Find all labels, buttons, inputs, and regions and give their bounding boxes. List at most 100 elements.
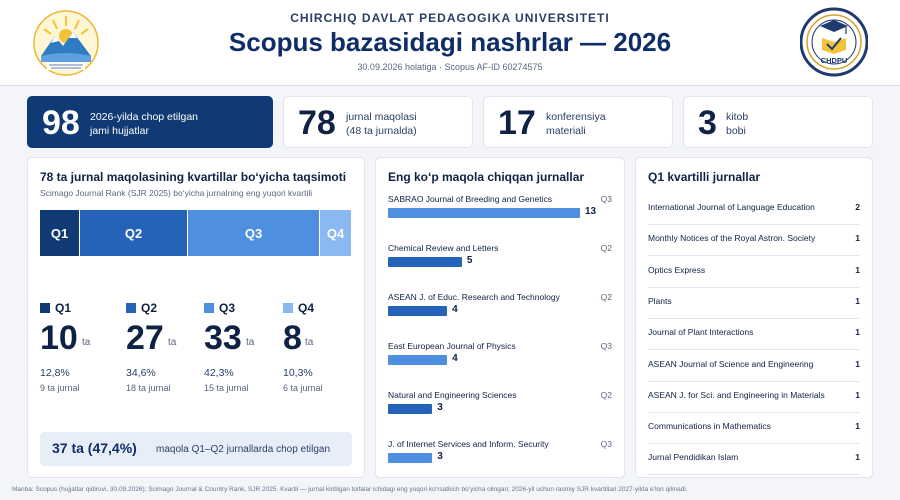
summary-value: 37 ta (47,4%)	[52, 440, 137, 456]
top-journals-card: Eng ko‘p maqola chiqqan jurnallar SABRAO…	[375, 157, 625, 478]
kpi-journal-articles: 78 jurnal maqolasi (48 ta jurnalda)	[283, 96, 473, 148]
page-title: Scopus bazasidagi nashrlar — 2026	[228, 27, 672, 57]
q1-journal-row: ASEAN J. for Sci. and Engineering in Mat…	[648, 382, 860, 413]
journal-count: 3	[437, 451, 443, 462]
card-title: Q1 kvartilli jurnallar	[648, 170, 761, 184]
journal-count-bar	[388, 404, 433, 414]
quartile-count: 27	[126, 319, 164, 357]
journal-quartile: Q2	[600, 243, 612, 253]
journal-count: 1	[855, 233, 860, 244]
card-title: 78 ta jurnal maqolasining kvartillar bo‘…	[40, 170, 347, 184]
quartile-percent: 42,3%	[204, 367, 234, 379]
journal-name: Plants	[648, 295, 672, 306]
journal-quartile: Q2	[600, 292, 612, 302]
quartile-label: Q2	[141, 301, 158, 315]
kpi-label: 2026-yilda chop etilgan jami hujjatlar	[90, 111, 198, 137]
quartile-count: 8	[283, 319, 302, 357]
q1-journal-row: Communications in Mathematics 1	[648, 413, 860, 445]
journal-name: Natural and Engineering Sciences	[388, 390, 517, 400]
summary-text: maqola Q1–Q2 jurnallarda chop etilgan	[156, 444, 330, 455]
quartile-bar-segment-q4: Q4	[320, 210, 351, 256]
kpi-value: 17	[498, 104, 536, 142]
quartile-journal-count: 15 ta jurnal	[204, 383, 249, 393]
journal-count: 4	[452, 353, 458, 364]
quartile-bar-segment-q2: Q2	[80, 210, 187, 256]
journal-count-bar	[388, 208, 580, 218]
page-header: CHIRCHIQ DAVLAT PEDAGOGIKA UNIVERSITETI …	[0, 0, 900, 86]
journal-name: Communications in Mathematics	[648, 421, 771, 432]
count-unit: ta	[305, 337, 314, 348]
journal-count: 4	[452, 304, 458, 315]
journal-quartile: Q3	[600, 341, 612, 351]
journal-name: ASEAN J. of Educ. Research and Technolog…	[388, 292, 560, 302]
q1-journal-row: ASEAN Journal of Science and Engineering…	[648, 351, 860, 382]
q1-journal-row: International Journal of Language Educat…	[648, 194, 860, 225]
quartile-journal-count: 6 ta jurnal	[283, 383, 323, 393]
journal-name: International Journal of Language Educat…	[648, 202, 815, 212]
kpi-value: 98	[42, 104, 80, 142]
quartile-count: 10	[40, 319, 78, 357]
quartile-percent: 10,3%	[283, 367, 313, 379]
university-name: CHIRCHIQ DAVLAT PEDAGOGIKA UNIVERSITETI	[290, 11, 610, 25]
kpi-book-chapters: 3 kitob bobi	[683, 96, 873, 148]
q1-journal-row: Monthly Notices of the Royal Astron. Soc…	[648, 225, 860, 257]
kpi-label: jurnal maqolasi (48 ta jurnalda)	[346, 111, 417, 137]
journal-name: ASEAN J. for Sci. and Engineering in Mat…	[648, 389, 825, 400]
legend-swatch	[204, 303, 214, 313]
kpi-total-documents: 98 2026-yilda chop etilgan jami hujjatlar	[27, 96, 273, 148]
kpi-conference-papers: 17 konferensiya materiali	[483, 96, 673, 148]
journal-count: 1	[855, 452, 860, 463]
kpi-label: konferensiya materiali	[546, 111, 606, 137]
journal-count-bar	[388, 257, 462, 267]
chdpu-seal-logo: CHDPU	[800, 7, 868, 77]
card-subtitle: Scimago Journal Rank (SJR 2025) bo‘yicha…	[40, 188, 313, 198]
kpi-value: 3	[698, 104, 717, 142]
q1-q2-summary: 37 ta (47,4%) maqola Q1–Q2 jurnallarda c…	[40, 432, 352, 466]
quartile-journal-count: 18 ta jurnal	[126, 383, 171, 393]
journal-row: Chemical Review and Letters Q2 5	[388, 243, 612, 283]
journal-row: East European Journal of Physics Q3 4	[388, 341, 612, 381]
journal-row: ASEAN J. of Educ. Research and Technolog…	[388, 292, 612, 332]
journal-name: ASEAN Journal of Science and Engineering	[648, 358, 814, 369]
journal-name: Journal of Plant Interactions	[648, 327, 754, 338]
q1-journals-card: Q1 kvartilli jurnallar International Jou…	[635, 157, 873, 478]
seal-text: CHDPU	[821, 56, 848, 65]
quartile-journal-count: 9 ta jurnal	[40, 383, 80, 393]
quartile-bar-segment-q1: Q1	[40, 210, 79, 256]
legend-swatch	[126, 303, 136, 313]
legend-swatch	[283, 303, 293, 313]
journal-row: Natural and Engineering Sciences Q2 3	[388, 390, 612, 430]
journal-count-bar	[388, 355, 448, 365]
journal-count: 5	[466, 255, 473, 266]
journal-count: 2	[855, 202, 860, 212]
journal-quartile: Q3	[600, 439, 612, 449]
legend-swatch	[40, 303, 50, 313]
journal-name: Monthly Notices of the Royal Astron. Soc…	[648, 233, 816, 244]
q1-journal-row: Journal of Plant Interactions 1	[648, 319, 860, 351]
quartile-count: 33	[204, 319, 242, 357]
journal-count: 1	[855, 358, 860, 369]
journal-quartile: Q2	[600, 390, 612, 400]
journal-count-bar	[388, 306, 448, 316]
journal-count: 1	[855, 264, 860, 275]
journal-count: 1	[855, 295, 860, 306]
journal-row: J. of Internet Services and Inform. Secu…	[388, 439, 612, 479]
quartile-label: Q4	[298, 301, 315, 315]
quartile-label: Q1	[55, 301, 72, 315]
page-subtitle: 30.09.2026 holatiga · Scopus AF-ID 60274…	[357, 62, 543, 72]
journal-count: 13	[585, 206, 597, 217]
university-emblem-logo	[33, 10, 99, 76]
journal-name: East European Journal of Physics	[388, 341, 516, 351]
source-footnote: Manba: Scopus (hujjatlar qidiruvi, 30.09…	[12, 486, 688, 493]
journal-row: SABRAO Journal of Breeding and Genetics Q…	[388, 194, 612, 234]
count-unit: ta	[246, 337, 255, 348]
journal-count: 1	[855, 389, 860, 400]
journal-count: 1	[855, 327, 860, 338]
journal-name: SABRAO Journal of Breeding and Genetics	[388, 194, 552, 204]
count-unit: ta	[82, 337, 91, 348]
journal-name: Jurnal Pendidikan Islam	[648, 452, 739, 463]
quartile-percent: 34,6%	[126, 367, 156, 379]
journal-name: Chemical Review and Letters	[388, 243, 499, 253]
q1-journal-row: Optics Express 1	[648, 257, 860, 288]
quartile-bar-segment-q3: Q3	[188, 210, 319, 256]
